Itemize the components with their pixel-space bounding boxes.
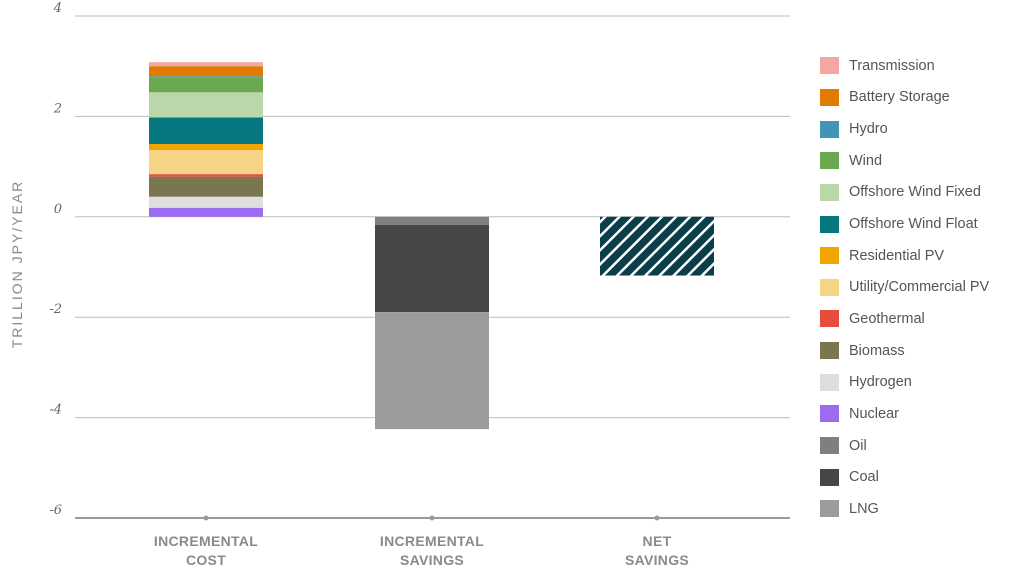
bar-segment-biomass <box>149 176 263 197</box>
legend-label: Hydrogen <box>849 374 912 391</box>
y-tick-label: -6 <box>49 503 62 518</box>
legend-label: Nuclear <box>849 405 899 422</box>
legend-swatch <box>820 500 839 518</box>
y-tick-label: 4 <box>53 1 62 16</box>
bar-segment-hydrogen <box>149 196 263 208</box>
legend-item: Hydrogen <box>820 366 1029 398</box>
legend-swatch <box>820 120 839 138</box>
bar-segment-geothermal <box>149 174 263 177</box>
bar-segment-oil <box>375 216 489 225</box>
legend-label: Biomass <box>849 342 905 359</box>
bar-segment-coal <box>375 224 489 313</box>
x-category-label: INCREMENTAL <box>380 533 484 549</box>
legend-item: Nuclear <box>820 398 1029 430</box>
bar-segment-transmission <box>149 62 263 67</box>
legend-item: Utility/Commercial PV <box>820 271 1029 303</box>
legend-item: Geothermal <box>820 303 1029 335</box>
axes: 4 2 0 -2 -4 -6 INCREMENTAL COST INCREMENTAL SAVIN… <box>49 1 689 568</box>
legend-swatch <box>820 183 839 201</box>
legend-label: Offshore Wind Float <box>849 216 978 233</box>
legend-swatch <box>820 437 839 454</box>
bar-segment-utility-commercial-pv <box>149 150 263 175</box>
legend-swatch <box>820 468 839 486</box>
legend-label: Residential PV <box>849 247 945 264</box>
legend-swatch <box>820 310 839 328</box>
bar-segment-residential-pv <box>149 144 263 151</box>
bar-segment-offshore-wind-fixed <box>149 92 263 118</box>
x-tick-dot <box>654 515 660 521</box>
legend-label: Geothermal <box>849 310 925 327</box>
legend-swatch <box>820 152 839 170</box>
legend-item: Coal <box>820 461 1029 493</box>
legend-item: LNG <box>820 493 1029 525</box>
legend-swatch <box>820 215 839 233</box>
legend-swatch <box>820 405 839 423</box>
legend-label: Utility/Commercial PV <box>849 279 990 296</box>
x-tick-dot <box>429 515 435 521</box>
legend-swatch <box>820 278 839 296</box>
legend-item: Wind <box>820 145 1029 177</box>
bars <box>149 62 714 430</box>
bar-segment-battery-storage <box>149 66 263 77</box>
bar-segment-offshore-wind-float <box>149 117 263 145</box>
y-tick-label: -2 <box>49 302 62 317</box>
bar-segment-nuclear <box>149 207 263 217</box>
legend-swatch <box>820 88 839 106</box>
x-category-label: SAVINGS <box>400 552 464 568</box>
legend-swatch <box>820 57 839 75</box>
bar-segment-hydro <box>149 76 263 78</box>
legend-item: Offshore Wind Fixed <box>820 177 1029 209</box>
bar-segment-net-savings <box>600 216 714 276</box>
legend-item: Offshore Wind Float <box>820 208 1029 240</box>
legend-label: Wind <box>849 152 883 169</box>
legend-label: Transmission <box>849 57 935 74</box>
legend-label: Hydro <box>849 121 888 138</box>
x-category-label: NET <box>643 533 672 549</box>
x-category-label: COST <box>186 552 226 568</box>
legend-item: Biomass <box>820 335 1029 367</box>
legend-label: Battery Storage <box>849 89 950 106</box>
chart: 4 2 0 -2 -4 -6 INCREMENTAL COST INCREMENTAL SAVIN… <box>9 1 790 568</box>
x-category-label: SAVINGS <box>625 552 689 568</box>
legend-swatch <box>820 373 839 391</box>
x-tick-dot <box>203 515 209 521</box>
y-tick-label: -4 <box>49 403 62 418</box>
y-tick-label: 0 <box>54 202 62 217</box>
legend-item: Transmission <box>820 50 1029 82</box>
legend-item: Battery Storage <box>820 82 1029 114</box>
legend-label: LNG <box>849 500 879 517</box>
legend-item: Residential PV <box>820 240 1029 272</box>
legend: Transmission Battery Storage Hydro Wind Offs… <box>820 50 1029 525</box>
legend-swatch <box>820 247 839 265</box>
legend-item: Oil <box>820 430 1029 462</box>
bar-segment-lng <box>375 312 489 430</box>
y-axis-title: TRILLION JPY/YEAR <box>9 180 25 349</box>
x-category-label: INCREMENTAL <box>154 533 258 549</box>
legend-label: Offshore Wind Fixed <box>849 184 981 201</box>
bar-segment-wind <box>149 77 263 93</box>
legend-swatch <box>820 342 839 360</box>
legend-label: Coal <box>849 469 879 486</box>
y-tick-label: 2 <box>53 101 62 116</box>
legend-label: Oil <box>849 437 867 454</box>
legend-item: Hydro <box>820 113 1029 145</box>
